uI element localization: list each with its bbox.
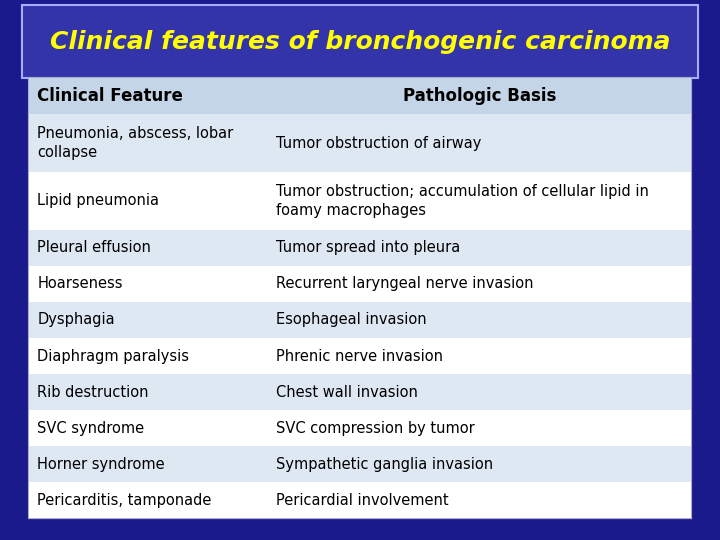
Text: Pericarditis, tamponade: Pericarditis, tamponade bbox=[37, 493, 212, 508]
Text: Phrenic nerve invasion: Phrenic nerve invasion bbox=[276, 348, 443, 363]
Text: SVC compression by tumor: SVC compression by tumor bbox=[276, 421, 474, 436]
Text: Rib destruction: Rib destruction bbox=[37, 384, 149, 400]
Text: Dysphagia: Dysphagia bbox=[37, 313, 115, 327]
Text: Pneumonia, abscess, lobar
collapse: Pneumonia, abscess, lobar collapse bbox=[37, 126, 234, 160]
Text: Recurrent laryngeal nerve invasion: Recurrent laryngeal nerve invasion bbox=[276, 276, 534, 292]
Text: Pericardial involvement: Pericardial involvement bbox=[276, 493, 449, 508]
Text: Pathologic Basis: Pathologic Basis bbox=[402, 87, 556, 105]
Text: Chest wall invasion: Chest wall invasion bbox=[276, 384, 418, 400]
Text: SVC syndrome: SVC syndrome bbox=[37, 421, 145, 436]
Text: Clinical features of bronchogenic carcinoma: Clinical features of bronchogenic carcin… bbox=[50, 30, 670, 54]
Text: Tumor obstruction of airway: Tumor obstruction of airway bbox=[276, 136, 481, 151]
Text: Esophageal invasion: Esophageal invasion bbox=[276, 313, 426, 327]
Text: Clinical Feature: Clinical Feature bbox=[37, 87, 184, 105]
Text: Tumor spread into pleura: Tumor spread into pleura bbox=[276, 240, 460, 255]
Text: Horner syndrome: Horner syndrome bbox=[37, 457, 165, 472]
Text: Diaphragm paralysis: Diaphragm paralysis bbox=[37, 348, 189, 363]
Text: Pleural effusion: Pleural effusion bbox=[37, 240, 151, 255]
Text: Lipid pneumonia: Lipid pneumonia bbox=[37, 193, 159, 208]
Text: Tumor obstruction; accumulation of cellular lipid in
foamy macrophages: Tumor obstruction; accumulation of cellu… bbox=[276, 184, 649, 218]
Text: Sympathetic ganglia invasion: Sympathetic ganglia invasion bbox=[276, 457, 493, 472]
Text: Hoarseness: Hoarseness bbox=[37, 276, 123, 292]
